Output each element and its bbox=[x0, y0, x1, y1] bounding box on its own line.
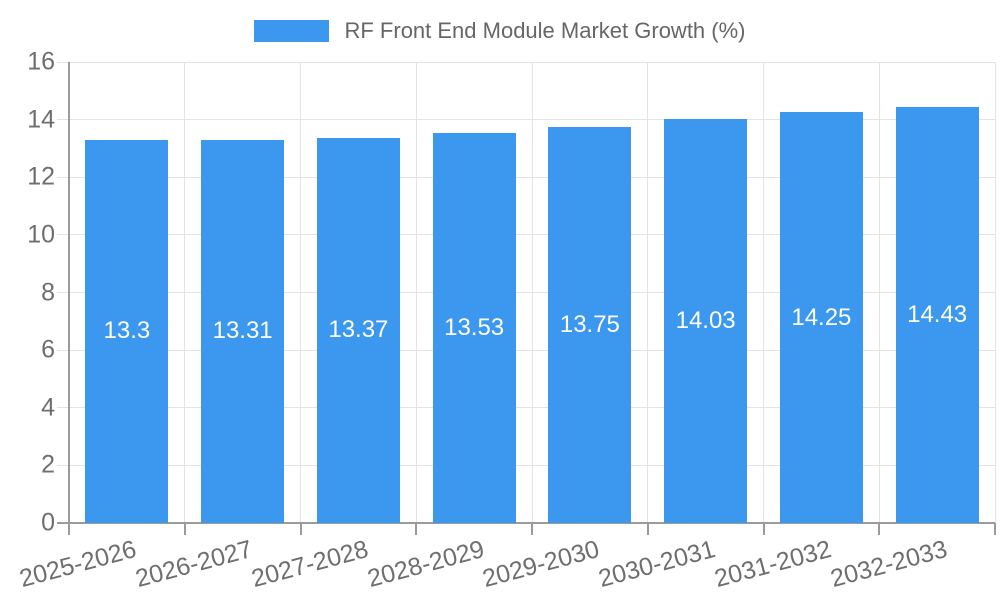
x-tick-mark bbox=[646, 523, 649, 535]
x-axis-tick-label: 2029-2030 bbox=[479, 535, 603, 594]
y-axis-tick-label: 14 bbox=[27, 105, 55, 134]
y-axis-tick-label: 8 bbox=[41, 278, 55, 306]
y-axis-tick-label: 12 bbox=[27, 162, 55, 191]
x-axis-tick-label: 2025-2026 bbox=[16, 535, 140, 594]
legend[interactable]: RF Front End Module Market Growth (%) bbox=[0, 20, 1000, 42]
bar[interactable] bbox=[895, 107, 979, 523]
bar[interactable] bbox=[779, 112, 863, 523]
x-tick-mark bbox=[299, 523, 302, 535]
y-tick-mark bbox=[57, 464, 69, 466]
bar[interactable] bbox=[201, 139, 285, 523]
v-gridline bbox=[415, 62, 417, 523]
y-axis-tick-label: 4 bbox=[41, 393, 55, 422]
x-axis-tick-label: 2030-2031 bbox=[595, 535, 719, 594]
x-axis-line bbox=[57, 522, 995, 524]
y-axis-tick-label: 0 bbox=[41, 508, 55, 537]
bar-value-label: 14.25 bbox=[791, 303, 852, 331]
y-axis-tick-label: 10 bbox=[27, 220, 55, 249]
v-gridline bbox=[994, 62, 996, 523]
x-axis-tick-label: 2031-2032 bbox=[711, 535, 835, 594]
bar-value-label: 13.3 bbox=[103, 317, 151, 345]
bar[interactable] bbox=[548, 126, 632, 523]
y-axis-tick-label: 16 bbox=[27, 47, 55, 76]
x-tick-mark bbox=[994, 523, 996, 535]
x-axis-tick-label: 2027-2028 bbox=[248, 535, 372, 594]
legend-swatch bbox=[254, 20, 330, 42]
x-tick-mark bbox=[183, 523, 186, 535]
y-tick-mark bbox=[57, 234, 69, 236]
x-tick-mark bbox=[68, 523, 70, 535]
x-axis-tick-label: 2026-2027 bbox=[132, 535, 256, 594]
y-axis-tick-label: 6 bbox=[41, 335, 55, 364]
y-axis-tick-label: 2 bbox=[41, 450, 55, 479]
v-gridline bbox=[300, 62, 301, 523]
x-tick-mark bbox=[415, 523, 418, 535]
bar-value-label: 13.31 bbox=[212, 317, 273, 345]
y-tick-mark bbox=[57, 61, 69, 63]
v-gridline bbox=[184, 62, 186, 523]
x-tick-mark bbox=[531, 523, 533, 535]
x-tick-mark bbox=[762, 523, 765, 535]
y-tick-mark bbox=[57, 176, 69, 178]
y-tick-mark bbox=[57, 407, 69, 409]
x-tick-mark bbox=[878, 523, 881, 535]
legend-label: RF Front End Module Market Growth (%) bbox=[344, 18, 746, 43]
x-axis-tick-label: 2032-2033 bbox=[827, 535, 950, 594]
v-gridline bbox=[763, 62, 764, 523]
bar-value-label: 13.37 bbox=[328, 316, 389, 344]
y-axis-line bbox=[68, 62, 70, 523]
bar-value-label: 14.03 bbox=[675, 306, 736, 334]
bar-value-label: 13.53 bbox=[444, 314, 505, 342]
bar-value-label: 13.75 bbox=[559, 310, 620, 338]
v-gridline bbox=[647, 62, 649, 523]
v-gridline bbox=[878, 62, 880, 523]
bar[interactable] bbox=[85, 139, 169, 523]
bar-value-label: 14.43 bbox=[907, 301, 968, 329]
bar[interactable] bbox=[432, 133, 516, 523]
y-tick-mark bbox=[57, 119, 69, 121]
y-tick-mark bbox=[57, 349, 69, 351]
x-axis-tick-label: 2028-2029 bbox=[364, 535, 487, 594]
v-gridline bbox=[531, 62, 533, 523]
bar[interactable] bbox=[664, 118, 748, 523]
bar[interactable] bbox=[316, 137, 400, 523]
y-tick-mark bbox=[57, 292, 69, 293]
